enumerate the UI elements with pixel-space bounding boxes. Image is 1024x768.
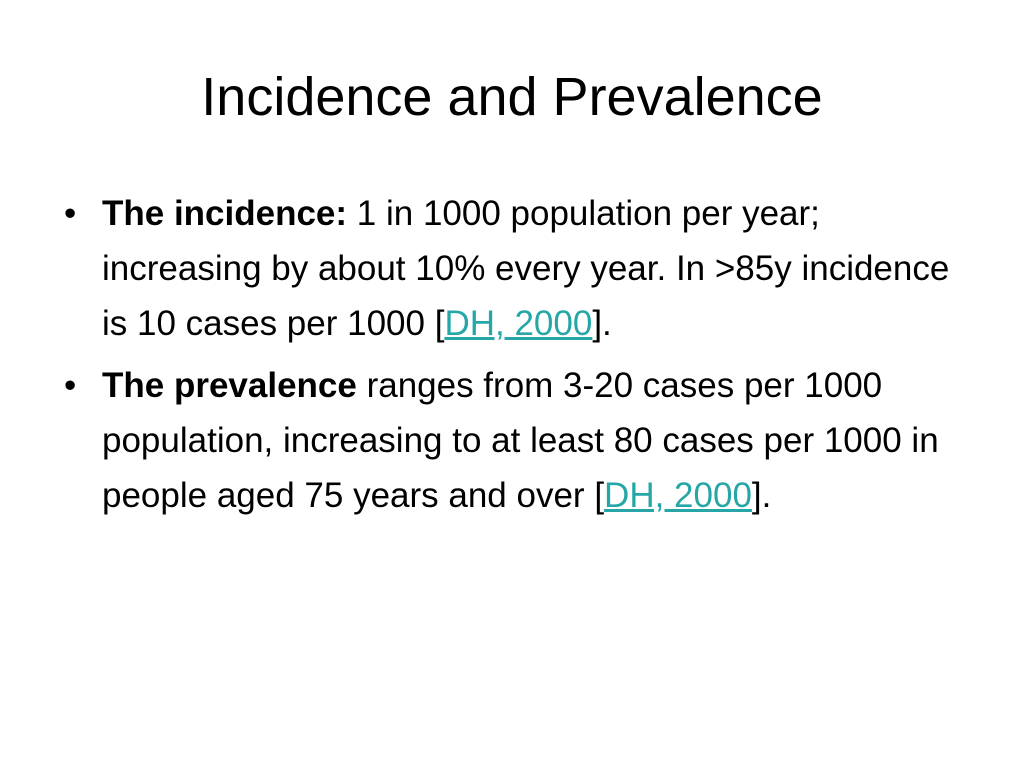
incidence-text: 1 in 1000 population per year; increasin…	[102, 194, 950, 343]
slide-title: Incidence and Prevalence	[201, 67, 823, 127]
close-bracket: ].	[751, 476, 772, 515]
incidence-label: The incidence:	[102, 194, 348, 233]
close-bracket: ].	[592, 304, 612, 343]
bullet-prevalence: • The prevalence ranges from 3-20 cases p…	[60, 358, 960, 523]
bullet-dot: •	[64, 194, 77, 233]
citation-link-dh-2000[interactable]: DH, 2000	[444, 304, 593, 343]
bullet-list: • The incidence: 1 in 1000 population per…	[60, 186, 960, 530]
bullet-dot: •	[64, 366, 77, 405]
bullet-incidence: • The incidence: 1 in 1000 population per…	[60, 186, 960, 351]
open-bracket: [	[594, 476, 605, 515]
prevalence-text: ranges from 3-20 cases per 1000 populati…	[102, 366, 939, 515]
citation-link-dh-2000[interactable]: DH, 2000	[604, 476, 752, 515]
prevalence-label: The prevalence	[102, 366, 357, 405]
open-bracket: [	[434, 304, 445, 343]
